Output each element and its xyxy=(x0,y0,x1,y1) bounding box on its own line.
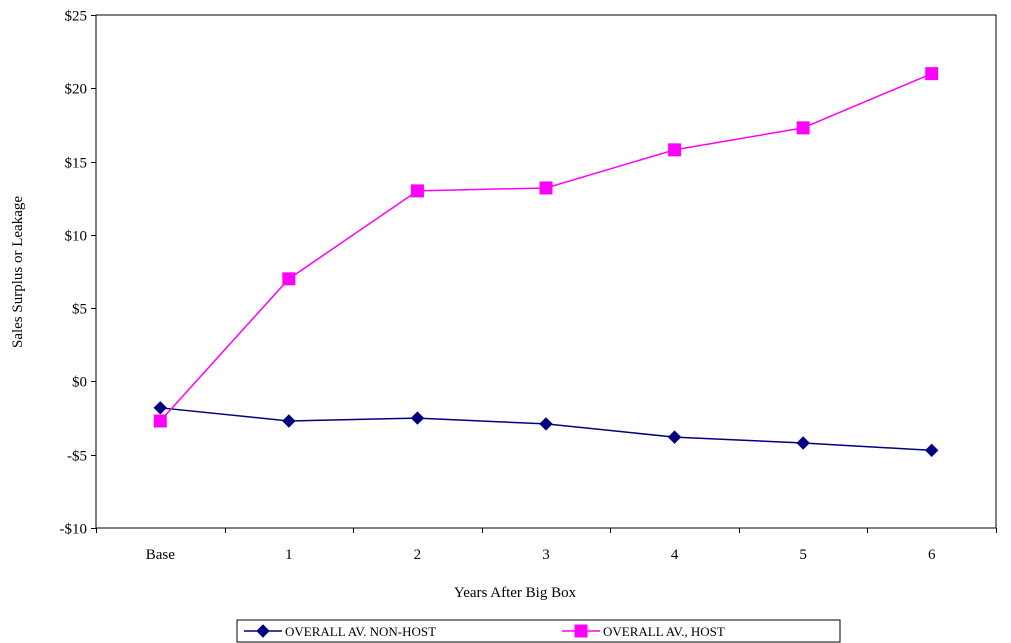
x-tick-label: 5 xyxy=(799,547,807,563)
y-tick-label: -$5 xyxy=(67,449,87,465)
data-point-square xyxy=(574,624,588,638)
plot-area-frame xyxy=(95,14,997,529)
data-point-square xyxy=(796,121,810,135)
legend-frame xyxy=(236,619,841,643)
y-tick-label: $25 xyxy=(65,9,88,25)
data-point-diamond xyxy=(539,417,553,431)
series xyxy=(153,67,939,458)
y-tick-label: $0 xyxy=(72,375,87,391)
x-tick-label: Base xyxy=(146,547,176,563)
legend-entry-label: OVERALL AV., HOST xyxy=(603,624,725,639)
axes xyxy=(91,14,997,533)
data-point-square xyxy=(282,272,296,286)
data-point-diamond xyxy=(410,411,425,425)
x-tick-label: 1 xyxy=(285,547,293,563)
x-tick-label: 6 xyxy=(928,547,936,563)
data-point-square xyxy=(410,184,424,198)
series-group xyxy=(153,401,939,458)
y-tick-label: $10 xyxy=(65,229,88,245)
data-point-square xyxy=(539,181,553,195)
data-point-square xyxy=(668,143,682,157)
series-group xyxy=(153,67,939,428)
data-point-diamond xyxy=(282,414,296,428)
y-tick-label: -$10 xyxy=(60,522,88,538)
data-point-diamond xyxy=(925,443,939,458)
x-axis-title: Years After Big Box xyxy=(454,585,577,601)
data-point-square xyxy=(925,67,939,81)
data-point-square xyxy=(153,414,167,428)
x-tick-label: 3 xyxy=(542,547,550,563)
x-tick-label: 2 xyxy=(414,547,422,563)
y-tick-label: $15 xyxy=(65,156,88,172)
tick-labels: -$10 -$5 $0 $5 $10 $15 $20 $25 Base 1 2 3 4 5 6 xyxy=(60,9,936,564)
data-point-diamond xyxy=(153,401,167,415)
legend-entry-label: OVERALL AV. NON-HOST xyxy=(285,624,436,639)
data-point-diamond xyxy=(667,430,682,444)
y-tick-label: $20 xyxy=(65,82,88,98)
x-tick-label: 4 xyxy=(671,547,679,563)
y-axis-title: Sales Surplus or Leakage xyxy=(10,196,26,348)
data-point-diamond xyxy=(256,624,270,638)
data-point-diamond xyxy=(796,436,810,450)
y-tick-label: $5 xyxy=(72,302,87,318)
legend: OVERALL AV. NON-HOST OVERALL AV., HOST xyxy=(236,619,841,643)
